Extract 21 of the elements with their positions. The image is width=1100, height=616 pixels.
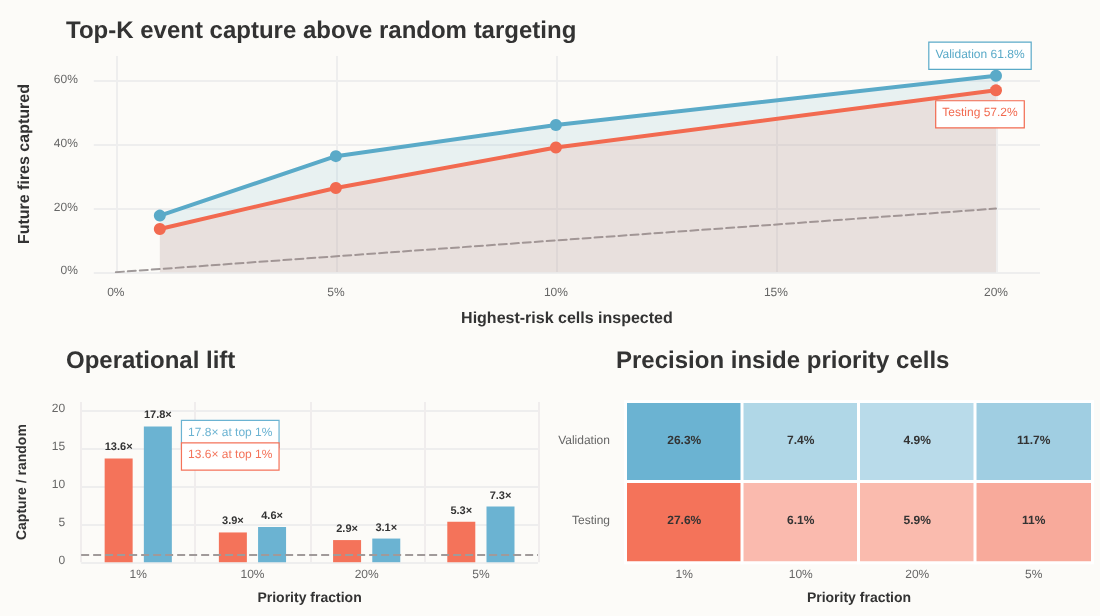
bar: [258, 527, 287, 563]
bar: [372, 538, 401, 563]
point: [990, 69, 1002, 82]
bar: [104, 458, 133, 563]
point: [549, 141, 562, 154]
bar: [333, 540, 362, 563]
chart-title: Operational lift: [66, 346, 236, 374]
point: [329, 150, 342, 163]
point: [329, 181, 342, 194]
point: [153, 209, 166, 222]
bar: [218, 532, 247, 563]
point: [549, 119, 562, 131]
chart-title: Precision inside priority cells: [616, 346, 951, 374]
bar: [486, 506, 515, 563]
bar: [143, 426, 172, 563]
point: [990, 84, 1002, 97]
x-axis-title: Highest-risk cells inspected: [461, 309, 673, 327]
y-axis-title: Future fires captured: [15, 83, 33, 245]
bar: [447, 521, 476, 563]
point: [153, 222, 166, 235]
chart-title: Top-K event capture above random targeting: [66, 16, 577, 44]
